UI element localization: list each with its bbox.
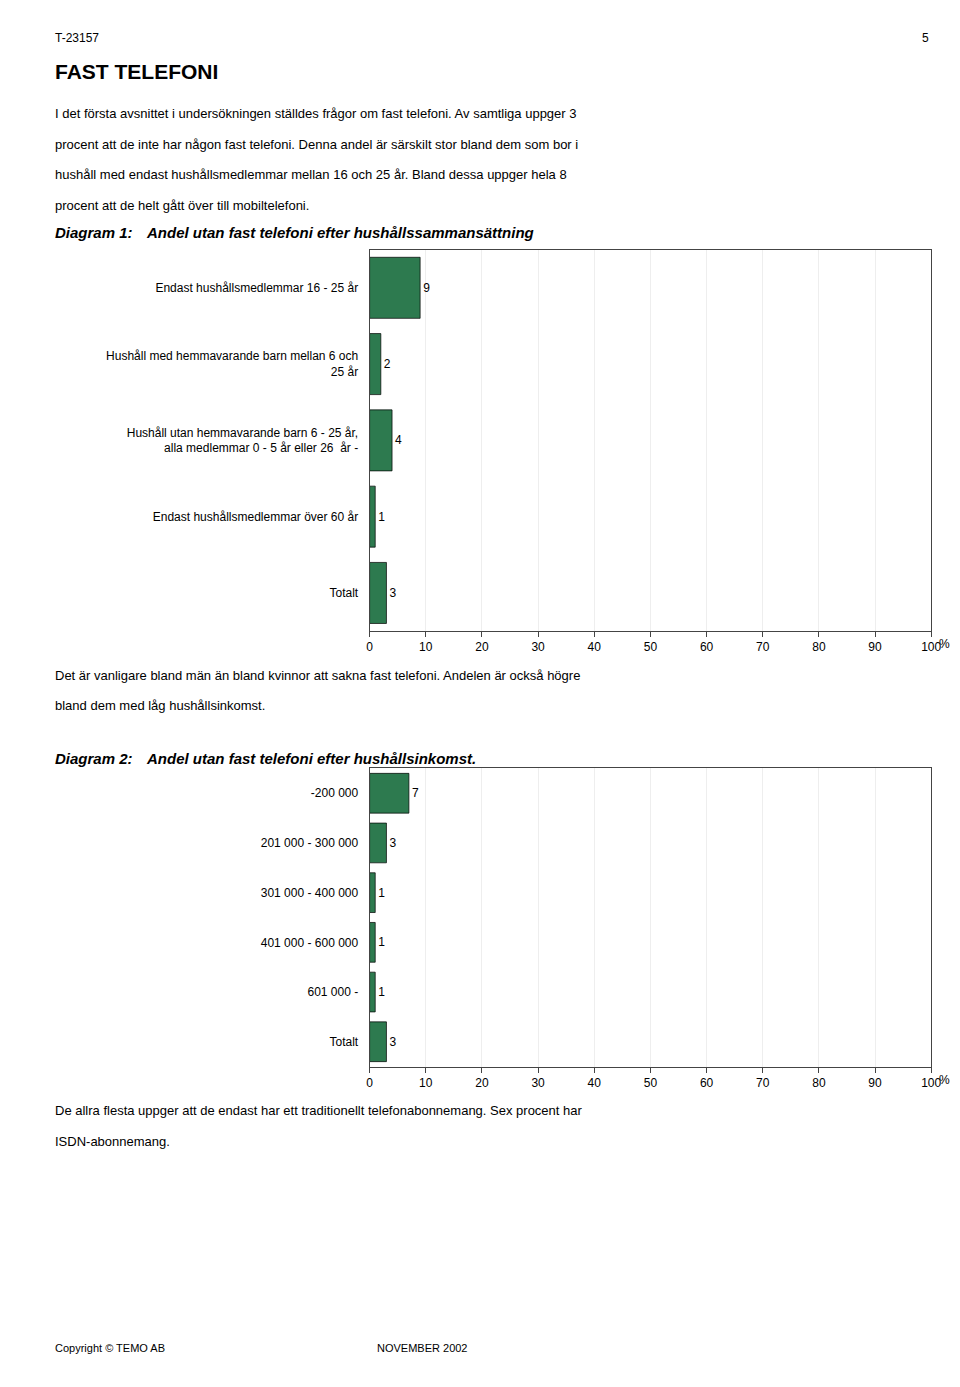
svg-text:0: 0 [366,1076,373,1090]
svg-text:10: 10 [419,640,433,654]
svg-text:%: % [939,1073,950,1087]
svg-text:80: 80 [812,1076,826,1090]
svg-text:20: 20 [475,640,489,654]
svg-text:40: 40 [588,1076,602,1090]
svg-text:Totalt: Totalt [330,586,359,600]
svg-text:100: 100 [921,640,941,654]
svg-text:60: 60 [700,1076,714,1090]
svg-text:hushåll med endast hushållsmed: hushåll med endast hushållsmedlemmar mel… [55,167,567,182]
svg-text:T-23157: T-23157 [55,31,99,45]
svg-text:1: 1 [378,985,385,999]
svg-text:40: 40 [588,640,602,654]
svg-text:Totalt: Totalt [330,1035,359,1049]
svg-text:NOVEMBER 2002: NOVEMBER 2002 [377,1342,467,1354]
svg-text:Endast hushållsmedlemmar över: Endast hushållsmedlemmar över 60 år [153,510,358,524]
svg-text:0: 0 [366,640,373,654]
svg-text:30: 30 [531,1076,545,1090]
svg-text:10: 10 [419,1076,433,1090]
svg-text:7: 7 [412,786,419,800]
svg-text:Diagram 1:: Diagram 1: [55,224,133,241]
svg-text:30: 30 [531,640,545,654]
svg-text:I det första avsnittet i under: I det första avsnittet i undersökningen … [55,106,577,121]
svg-text:90: 90 [868,1076,882,1090]
svg-text:5: 5 [922,31,929,45]
svg-text:FAST TELEFONI: FAST TELEFONI [55,60,218,83]
svg-text:De allra flesta uppger att de: De allra flesta uppger att de endast har… [55,1103,583,1118]
svg-text:100: 100 [921,1076,941,1090]
svg-text:1: 1 [378,935,385,949]
svg-text:9: 9 [423,281,430,295]
svg-text:601 000 -: 601 000 - [307,985,358,999]
svg-text:1: 1 [378,510,385,524]
svg-text:50: 50 [644,1076,658,1090]
svg-text:301 000 - 400 000: 301 000 - 400 000 [261,886,359,900]
svg-text:80: 80 [812,640,826,654]
svg-text:Hushåll utan hemmavarande barn: Hushåll utan hemmavarande barn 6 - 25 år… [127,426,358,456]
svg-text:60: 60 [700,640,714,654]
svg-text:201 000 - 300 000: 201 000 - 300 000 [261,836,359,850]
svg-text:90: 90 [868,640,882,654]
svg-text:bland dem med låg hushållsinko: bland dem med låg hushållsinkomst. [55,698,265,713]
svg-text:50: 50 [644,640,658,654]
svg-text:20: 20 [475,1076,489,1090]
svg-text:2: 2 [384,357,391,371]
svg-text:3: 3 [389,836,396,850]
svg-text:procent att de inte har någon: procent att de inte har någon fast telef… [55,137,578,152]
svg-text:4: 4 [395,433,402,447]
svg-text:70: 70 [756,1076,770,1090]
svg-text:Endast hushållsmedlemmar 16 -: Endast hushållsmedlemmar 16 - 25 år [155,281,358,295]
svg-text:3: 3 [389,586,396,600]
svg-text:%: % [939,637,950,651]
svg-text:Det är vanligare bland män än: Det är vanligare bland män än bland kvin… [55,668,580,683]
svg-text:3: 3 [389,1035,396,1049]
svg-text:Hushåll med hemmavarande barn: Hushåll med hemmavarande barn mellan 6 o… [106,349,358,379]
svg-text:Copyright © TEMO AB: Copyright © TEMO AB [55,1342,165,1354]
svg-text:70: 70 [756,640,770,654]
svg-text:Diagram 2:: Diagram 2: [55,750,133,767]
svg-text:-200 000: -200 000 [311,786,359,800]
svg-text:401 000 - 600 000: 401 000 - 600 000 [261,936,359,950]
svg-text:ISDN-abonnemang.: ISDN-abonnemang. [55,1134,170,1149]
svg-text:Andel utan fast telefoni efter: Andel utan fast telefoni efter hushållss… [146,224,534,241]
svg-text:procent att de helt gått över: procent att de helt gått över till mobil… [55,198,309,213]
svg-text:1: 1 [378,886,385,900]
svg-text:Andel utan fast telefoni efter: Andel utan fast telefoni efter hushållsi… [146,750,476,767]
